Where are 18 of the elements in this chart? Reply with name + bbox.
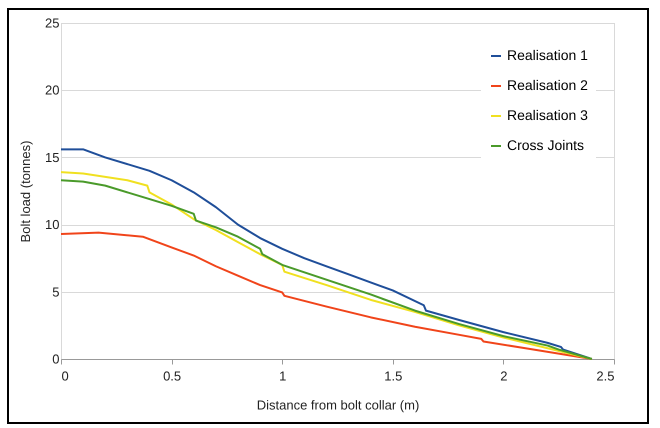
x-tick-label: 2.5 xyxy=(596,368,614,384)
legend-label: Realisation 1 xyxy=(507,47,588,63)
y-axis-title: Bolt load (tonnes) xyxy=(18,140,34,242)
y-tick-label: 25 xyxy=(45,16,60,30)
y-tick-label: 5 xyxy=(52,284,60,300)
y-tick-label: 20 xyxy=(45,82,60,98)
x-tick-label: 1.5 xyxy=(384,368,402,384)
legend-label: Realisation 2 xyxy=(507,77,588,93)
x-tick-label: 1 xyxy=(279,368,286,384)
legend-label: Cross Joints xyxy=(507,137,584,153)
x-tick-label: 0.5 xyxy=(163,368,182,384)
y-tick-label: 0 xyxy=(52,352,60,366)
legend-label: Realisation 3 xyxy=(507,107,588,123)
x-tick-label: 0 xyxy=(62,368,69,384)
y-tick-label: 10 xyxy=(45,217,60,232)
x-tick-label: 2 xyxy=(500,368,508,384)
x-axis-title: Distance from bolt collar (m) xyxy=(256,398,420,412)
y-tick-label: 15 xyxy=(45,150,60,165)
